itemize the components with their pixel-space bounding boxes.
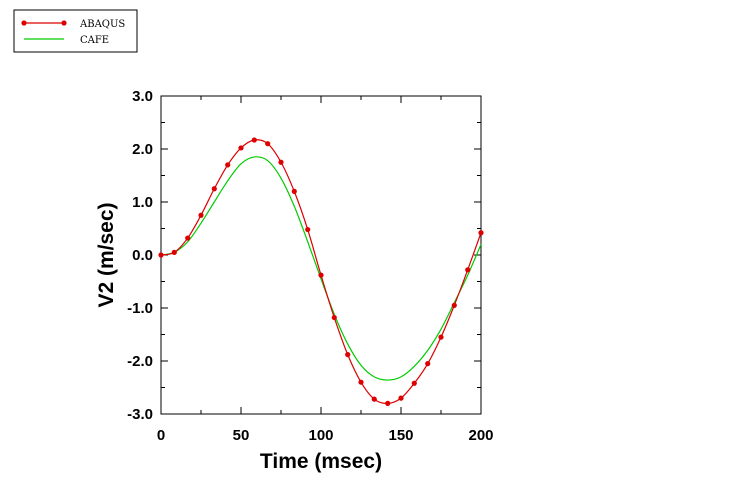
data-point-abaqus bbox=[278, 159, 284, 165]
y-tick-label: 0.0 bbox=[132, 247, 153, 264]
data-point-abaqus bbox=[331, 314, 337, 321]
data-point-abaqus bbox=[251, 137, 257, 143]
data-point-abaqus bbox=[358, 379, 364, 385]
data-point-abaqus bbox=[465, 267, 471, 273]
data-point-abaqus bbox=[411, 380, 417, 386]
y-tick-label: 2.0 bbox=[132, 141, 153, 158]
x-tick-label: 150 bbox=[388, 427, 413, 444]
data-point-abaqus bbox=[345, 352, 351, 358]
data-point-abaqus bbox=[451, 302, 457, 308]
y-tick-label: -2.0 bbox=[127, 353, 153, 370]
data-point-abaqus bbox=[318, 272, 324, 278]
legend-marker bbox=[61, 20, 67, 26]
legend-label-abaqus: ABAQUS bbox=[79, 19, 125, 30]
legend-marker bbox=[21, 20, 27, 26]
data-point-abaqus bbox=[425, 361, 431, 367]
data-point-abaqus bbox=[385, 400, 391, 406]
y-tick-label: -1.0 bbox=[127, 300, 153, 317]
x-tick-label: 50 bbox=[233, 427, 250, 444]
x-tick-label: 200 bbox=[468, 427, 493, 444]
data-point-abaqus bbox=[438, 334, 444, 340]
legend-label-cafe: CAFE bbox=[80, 35, 109, 46]
legend-box bbox=[13, 9, 138, 53]
y-tick-label: 3.0 bbox=[132, 88, 153, 105]
plot-frame bbox=[160, 95, 482, 415]
data-point-abaqus bbox=[398, 395, 404, 401]
data-point-abaqus bbox=[265, 141, 271, 147]
series-layer bbox=[158, 137, 484, 406]
y-tick-label: -3.0 bbox=[127, 406, 153, 423]
x-tick-label: 100 bbox=[308, 427, 333, 444]
data-point-abaqus bbox=[171, 249, 177, 255]
x-axis-title: Time (msec) bbox=[260, 450, 382, 473]
data-point-abaqus bbox=[185, 235, 191, 241]
legend: ABAQUS CAFE bbox=[13, 9, 138, 53]
series-line-cafe bbox=[160, 156, 482, 381]
data-point-abaqus bbox=[371, 396, 377, 402]
tick-labels: 0 50 100 150 200 -3.0 -2.0 -1.0 0.0 1.0 2.0 3.0 bbox=[127, 88, 493, 444]
data-point-abaqus bbox=[158, 252, 164, 258]
data-point-abaqus bbox=[291, 188, 297, 194]
data-point-abaqus bbox=[198, 212, 204, 218]
data-point-abaqus bbox=[238, 145, 244, 151]
data-point-abaqus bbox=[305, 226, 311, 233]
x-tick-label: 0 bbox=[157, 427, 165, 444]
axis-ticks bbox=[160, 95, 482, 415]
data-point-abaqus bbox=[211, 186, 217, 192]
y-tick-label: 1.0 bbox=[132, 194, 153, 211]
series-line-abaqus bbox=[160, 139, 482, 405]
data-point-abaqus bbox=[225, 162, 231, 168]
data-point-abaqus bbox=[478, 230, 484, 236]
y-axis-title: V2 (m/sec) bbox=[95, 202, 118, 307]
